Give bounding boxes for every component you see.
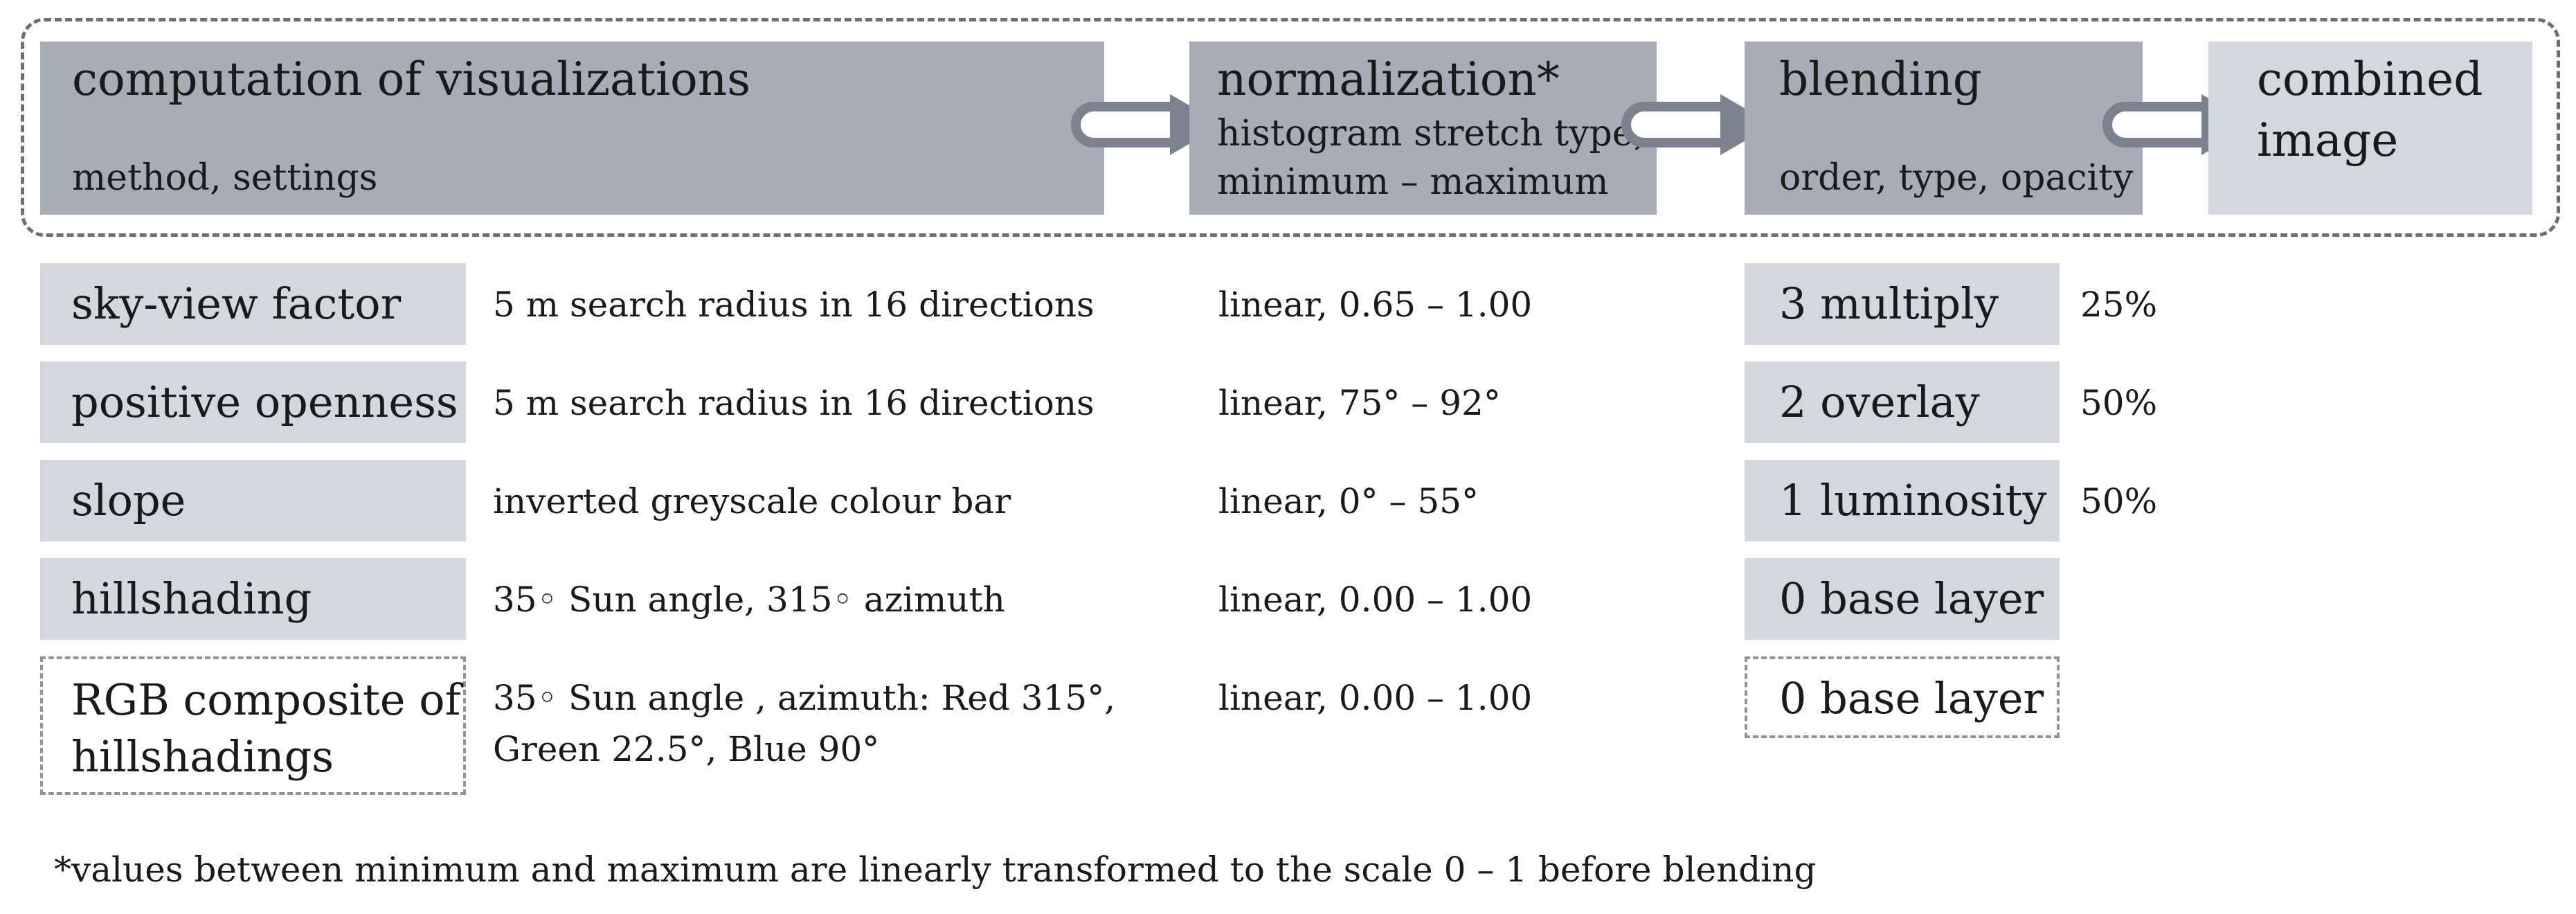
- step-computation: computation of visualizations method, se…: [40, 42, 1104, 215]
- step-normalization: normalization* histogram stretch type, m…: [1189, 42, 1657, 215]
- step-normalization-title: normalization*: [1217, 53, 1560, 106]
- step-blending-title: blending: [1779, 53, 1983, 106]
- row-settings-1: 35◦ Sun angle , azimuth: Red 315°,: [493, 678, 1116, 718]
- row-name-1: RGB composite of: [71, 674, 461, 725]
- row-normalization: linear, 0.00 – 1.00: [1218, 580, 1533, 620]
- step-normalization-subtitle-1: histogram stretch type,: [1217, 113, 1646, 154]
- row-blend-box: 0 base layer: [1745, 558, 2060, 640]
- row-name: slope: [71, 475, 186, 526]
- row-normalization: linear, 0° – 55°: [1218, 481, 1479, 521]
- row-blend: 1 luminosity: [1779, 475, 2047, 526]
- step-computation-subtitle: method, settings: [72, 157, 378, 199]
- row-blend: 2 overlay: [1779, 377, 1980, 427]
- row-blend: 0 base layer: [1779, 673, 2044, 724]
- row-name-box: positive openness: [40, 361, 466, 443]
- row-blend-box-dashed: 0 base layer: [1745, 656, 2060, 738]
- step-blending-subtitle: order, type, opacity: [1779, 157, 2134, 199]
- row-normalization: linear, 0.00 – 1.00: [1218, 678, 1533, 718]
- row-blend: 3 multiply: [1779, 278, 1999, 329]
- step-combined-title-2: image: [2257, 114, 2399, 167]
- row-name-2: hillshadings: [71, 731, 334, 782]
- row-blend: 0 base layer: [1779, 573, 2044, 624]
- step-computation-title: computation of visualizations: [72, 53, 751, 106]
- row-name-box-dashed: RGB composite of hillshadings: [40, 656, 466, 795]
- row-name-box: sky-view factor: [40, 263, 466, 345]
- row-name: sky-view factor: [71, 278, 402, 329]
- row-opacity: 50%: [2080, 383, 2158, 423]
- row-name: positive openness: [71, 377, 458, 427]
- pipeline-frame: [21, 18, 2560, 237]
- row-normalization: linear, 75° – 92°: [1218, 383, 1501, 423]
- row-normalization: linear, 0.65 – 1.00: [1218, 285, 1533, 325]
- row-blend-box: 2 overlay: [1745, 361, 2060, 443]
- row-opacity: 25%: [2080, 285, 2158, 325]
- step-blending: blending order, type, opacity: [1745, 42, 2143, 215]
- row-settings: inverted greyscale colour bar: [493, 481, 1011, 521]
- row-name-box: hillshading: [40, 558, 466, 640]
- row-opacity: 50%: [2080, 481, 2158, 521]
- row-settings: 5 m search radius in 16 directions: [493, 383, 1095, 423]
- row-blend-box: 3 multiply: [1745, 263, 2060, 345]
- row-name-box: slope: [40, 460, 466, 541]
- row-settings: 35◦ Sun angle, 315◦ azimuth: [493, 580, 1005, 620]
- row-settings: 5 m search radius in 16 directions: [493, 285, 1095, 325]
- step-combined-title-1: combined: [2257, 53, 2483, 106]
- row-settings-2: Green 22.5°, Blue 90°: [493, 729, 880, 769]
- step-combined-image: combined image: [2208, 42, 2532, 215]
- step-normalization-subtitle-2: minimum – maximum: [1217, 161, 1609, 203]
- footnote: *values between minimum and maximum are …: [54, 850, 1817, 890]
- row-name: hillshading: [71, 573, 312, 624]
- row-blend-box: 1 luminosity: [1745, 460, 2060, 541]
